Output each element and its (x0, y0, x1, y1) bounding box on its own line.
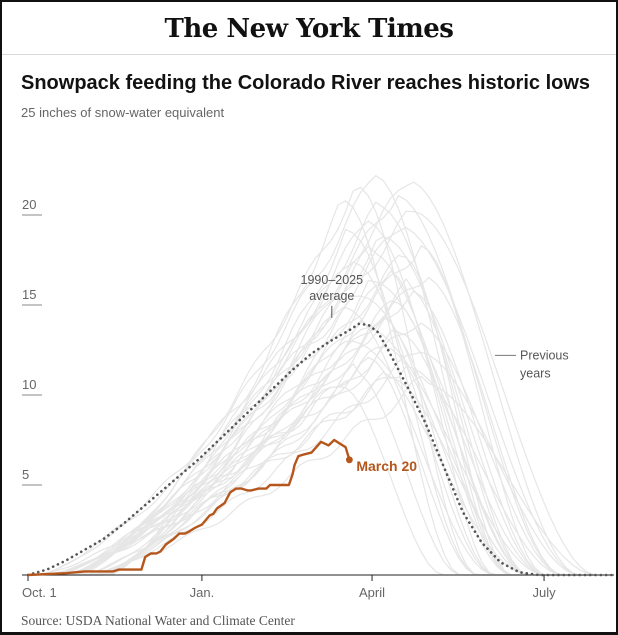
history-line-6 (28, 340, 596, 576)
x-tick-label-april: April (359, 585, 385, 600)
average-label-line2: average (309, 289, 354, 303)
x-tick-label-july: July (532, 585, 556, 600)
y-tick-label-15: 15 (22, 287, 36, 302)
history-line-19 (28, 181, 596, 576)
history-line-35 (28, 375, 596, 576)
history-line-28 (28, 186, 596, 576)
chart-title: Snowpack feeding the Colorado River reac… (21, 72, 591, 94)
previous-years-label-line2: years (520, 366, 551, 380)
current-year-line (27, 438, 351, 577)
history-line-12 (28, 200, 596, 576)
source-note: Source: USDA National Water and Climate … (21, 613, 295, 628)
current-year-endpoint (345, 456, 353, 464)
y-tick-label-20: 20 (22, 197, 36, 212)
history-line-30 (28, 210, 596, 576)
masthead-logo[interactable]: The New York Times (164, 14, 454, 44)
history-line-26 (28, 371, 596, 576)
y-axis-unit-label: 25 inches of snow-water equivalent (21, 105, 224, 120)
history-line-8 (28, 365, 596, 576)
masthead-divider (2, 54, 616, 55)
y-axis-title: inches of snow-water equivalent (39, 105, 225, 120)
previous-years-label-line1: Previous (520, 348, 569, 362)
history-line-36 (28, 277, 596, 576)
history-line-27 (28, 279, 596, 576)
history-line-24 (28, 351, 596, 576)
x-tick-label-oct1: Oct. 1 (22, 585, 57, 600)
y-tick-label-5: 5 (22, 467, 29, 482)
history-line-34 (28, 261, 596, 576)
history-line-3 (28, 194, 596, 576)
history-line-21 (28, 201, 596, 576)
x-tick-label-jan: Jan. (190, 585, 215, 600)
y-axis-top-tick-label: 25 (21, 105, 36, 120)
average-label-line1: 1990–2025 (301, 273, 364, 287)
y-tick-label-10: 10 (22, 377, 36, 392)
current-date-label: March 20 (356, 458, 417, 474)
